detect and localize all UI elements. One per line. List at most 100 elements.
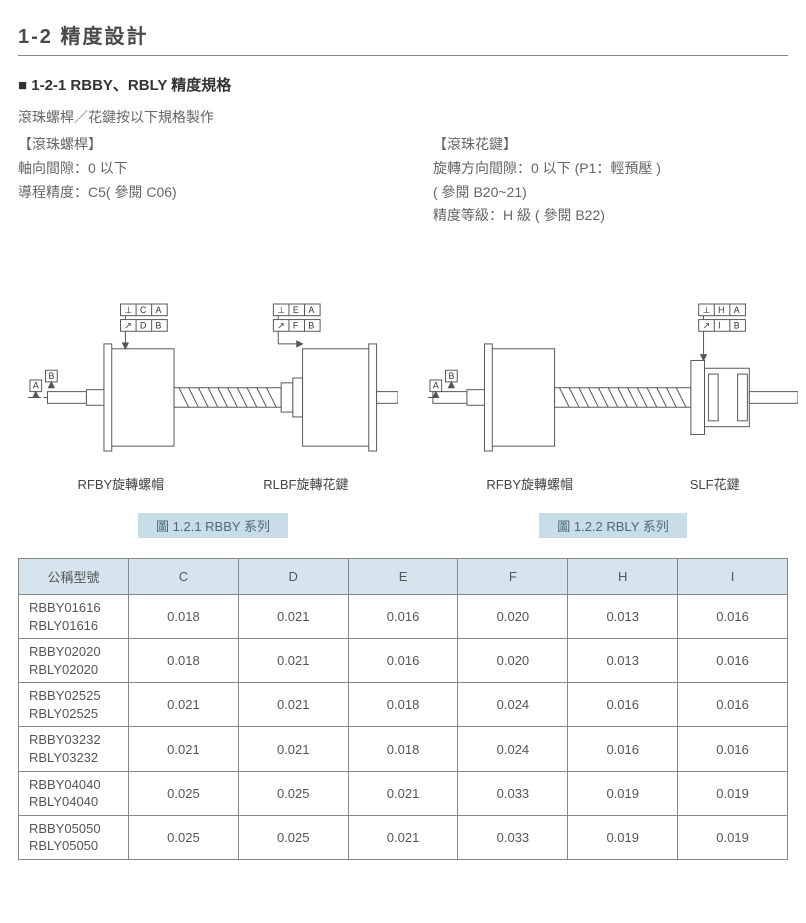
svg-text:A: A (156, 305, 162, 315)
table-row: RBBY04040 RBLY040400.0250.0250.0210.0330… (19, 771, 788, 815)
value-cell: 0.021 (348, 771, 458, 815)
table-header: I (678, 559, 788, 595)
rbly-diagram: ⊥ H A ↗ I B B A (428, 288, 798, 468)
rbly-caption: 圖 1.2.2 RBLY 系列 (539, 513, 687, 538)
value-cell: 0.018 (348, 727, 458, 771)
spec-columns: 【滾珠螺桿】 軸向間隙：0 以下 導程精度：C5( 參閱 C06) 【滾珠花鍵】… (18, 133, 788, 228)
value-cell: 0.021 (238, 639, 348, 683)
svg-text:H: H (718, 305, 724, 315)
figures-row: ⊥ C A ↗ D B ⊥ E A (28, 288, 778, 538)
rbby-diagram: ⊥ C A ↗ D B ⊥ E A (28, 288, 398, 468)
rbby-caption: 圖 1.2.1 RBBY 系列 (138, 513, 288, 538)
value-cell: 0.019 (678, 771, 788, 815)
value-cell: 0.016 (678, 639, 788, 683)
table-header: C (129, 559, 239, 595)
value-cell: 0.020 (458, 639, 568, 683)
svg-text:E: E (293, 305, 299, 315)
spec-col-left: 【滾珠螺桿】 軸向間隙：0 以下 導程精度：C5( 參閱 C06) (18, 133, 373, 228)
rbly-label-right: SLF花鍵 (690, 474, 740, 493)
svg-text:B: B (448, 371, 454, 381)
table-header: H (568, 559, 678, 595)
value-cell: 0.019 (568, 771, 678, 815)
svg-text:B: B (734, 321, 740, 331)
svg-text:⊥: ⊥ (124, 305, 132, 315)
value-cell: 0.016 (348, 639, 458, 683)
right-line3: 精度等級：H 級 ( 參閱 B22) (433, 204, 788, 228)
section-title: 1-2 精度設計 (18, 20, 788, 56)
svg-text:D: D (140, 321, 146, 331)
svg-text:A: A (734, 305, 740, 315)
value-cell: 0.025 (238, 771, 348, 815)
svg-text:⊥: ⊥ (277, 305, 285, 315)
value-cell: 0.016 (678, 683, 788, 727)
spec-col-right: 【滾珠花鍵】 旋轉方向間隙：0 以下 (P1：輕預壓 ) ( 參閱 B20~21… (433, 133, 788, 228)
value-cell: 0.016 (678, 727, 788, 771)
value-cell: 0.033 (458, 771, 568, 815)
table-row: RBBY05050 RBLY050500.0250.0250.0210.0330… (19, 815, 788, 859)
model-cell: RBBY02525 RBLY02525 (19, 683, 129, 727)
rbby-label-right: RLBF旋轉花鍵 (263, 474, 348, 493)
svg-text:↗: ↗ (124, 321, 131, 331)
table-row: RBBY02525 RBLY025250.0210.0210.0180.0240… (19, 683, 788, 727)
value-cell: 0.018 (348, 683, 458, 727)
intro-line: 滾珠螺桿／花鍵按以下規格製作 (18, 107, 788, 127)
right-line1: 旋轉方向間隙：0 以下 (P1：輕預壓 ) (433, 157, 788, 181)
svg-text:B: B (48, 371, 54, 381)
table-row: RBBY02020 RBLY020200.0180.0210.0160.0200… (19, 639, 788, 683)
value-cell: 0.021 (238, 727, 348, 771)
model-cell: RBBY05050 RBLY05050 (19, 815, 129, 859)
value-cell: 0.016 (348, 595, 458, 639)
model-cell: RBBY01616 RBLY01616 (19, 595, 129, 639)
svg-text:↗: ↗ (277, 321, 284, 331)
svg-text:B: B (308, 321, 314, 331)
model-cell: RBBY04040 RBLY04040 (19, 771, 129, 815)
left-line1: 軸向間隙：0 以下 (18, 157, 373, 181)
figure-rbby: ⊥ C A ↗ D B ⊥ E A (28, 288, 398, 538)
value-cell: 0.021 (238, 595, 348, 639)
precision-table: 公稱型號CDEFHI RBBY01616 RBLY016160.0180.021… (18, 558, 788, 860)
value-cell: 0.024 (458, 727, 568, 771)
value-cell: 0.019 (568, 815, 678, 859)
svg-text:A: A (33, 381, 39, 391)
value-cell: 0.033 (458, 815, 568, 859)
table-header: 公稱型號 (19, 559, 129, 595)
value-cell: 0.016 (568, 727, 678, 771)
value-cell: 0.021 (129, 727, 239, 771)
value-cell: 0.024 (458, 683, 568, 727)
svg-text:C: C (140, 305, 146, 315)
table-row: RBBY03232 RBLY032320.0210.0210.0180.0240… (19, 727, 788, 771)
value-cell: 0.013 (568, 639, 678, 683)
svg-text:I: I (718, 321, 720, 331)
svg-text:F: F (293, 321, 298, 331)
value-cell: 0.025 (238, 815, 348, 859)
right-line2: ( 參閱 B20~21) (433, 181, 788, 205)
sub-title: 1-2-1 RBBY、RBLY 精度規格 (18, 74, 788, 95)
value-cell: 0.013 (568, 595, 678, 639)
value-cell: 0.019 (678, 815, 788, 859)
table-header: E (348, 559, 458, 595)
svg-text:A: A (433, 381, 439, 391)
rbby-label-left: RFBY旋轉螺帽 (78, 474, 165, 493)
value-cell: 0.021 (348, 815, 458, 859)
svg-text:A: A (308, 305, 314, 315)
left-line2: 導程精度：C5( 參閱 C06) (18, 181, 373, 205)
model-cell: RBBY03232 RBLY03232 (19, 727, 129, 771)
model-cell: RBBY02020 RBLY02020 (19, 639, 129, 683)
table-header: D (238, 559, 348, 595)
svg-text:↗: ↗ (703, 321, 710, 331)
value-cell: 0.020 (458, 595, 568, 639)
left-heading: 【滾珠螺桿】 (18, 133, 373, 157)
value-cell: 0.021 (129, 683, 239, 727)
value-cell: 0.016 (678, 595, 788, 639)
value-cell: 0.016 (568, 683, 678, 727)
right-heading: 【滾珠花鍵】 (433, 133, 788, 157)
value-cell: 0.021 (238, 683, 348, 727)
value-cell: 0.018 (129, 639, 239, 683)
svg-text:⊥: ⊥ (703, 305, 711, 315)
value-cell: 0.025 (129, 771, 239, 815)
table-row: RBBY01616 RBLY016160.0180.0210.0160.0200… (19, 595, 788, 639)
table-header: F (458, 559, 568, 595)
value-cell: 0.018 (129, 595, 239, 639)
value-cell: 0.025 (129, 815, 239, 859)
rbly-label-left: RFBY旋轉螺帽 (486, 474, 573, 493)
